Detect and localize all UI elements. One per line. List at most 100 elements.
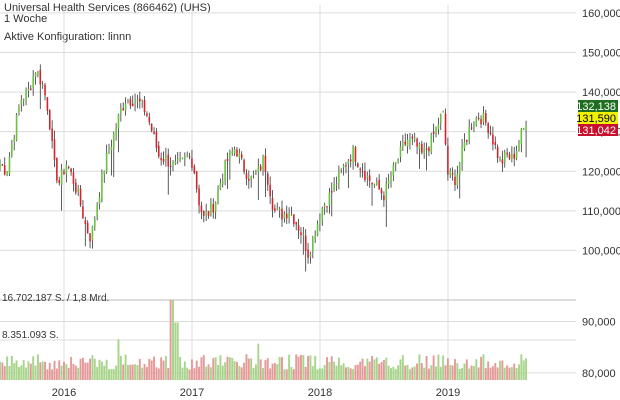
volume-bar bbox=[122, 364, 125, 380]
candle-body bbox=[423, 148, 425, 154]
volume-bar bbox=[70, 356, 73, 380]
volume-bar bbox=[318, 368, 321, 380]
volume-bar bbox=[449, 364, 452, 380]
volume-bar bbox=[41, 361, 44, 380]
volume-bar bbox=[84, 362, 87, 380]
candle-body bbox=[297, 225, 300, 232]
candle-body bbox=[454, 176, 456, 186]
candle-body bbox=[409, 138, 411, 142]
candle-body bbox=[342, 165, 345, 168]
active-configuration: Aktive Konfiguration: linnn bbox=[4, 31, 132, 43]
volume-bar bbox=[311, 366, 314, 380]
candle-body bbox=[15, 114, 18, 141]
candle-body bbox=[105, 152, 108, 172]
volume-bar bbox=[167, 367, 170, 380]
volume-bar bbox=[181, 367, 184, 380]
volume-bar bbox=[470, 365, 473, 380]
candle-body bbox=[1, 164, 4, 166]
volume-bar bbox=[179, 356, 182, 380]
candle-body bbox=[447, 145, 449, 175]
candle-body bbox=[98, 197, 101, 205]
candle-body bbox=[451, 173, 454, 175]
candle-body bbox=[146, 113, 148, 116]
candle-body bbox=[271, 198, 274, 210]
candle-body bbox=[39, 69, 42, 85]
volume-bar bbox=[157, 368, 160, 380]
candle-body bbox=[323, 204, 326, 207]
candle-body bbox=[202, 211, 205, 216]
candle-body bbox=[134, 102, 136, 105]
price-badge-high bbox=[578, 100, 618, 112]
volume-bar bbox=[3, 366, 6, 380]
volume-bar bbox=[250, 358, 253, 380]
price-tick-label: 160,000 bbox=[582, 8, 620, 20]
volume-bar bbox=[390, 368, 392, 380]
volume-bar bbox=[326, 357, 328, 380]
volume-bar bbox=[160, 357, 163, 380]
volume-bar bbox=[141, 367, 144, 380]
volume-bar bbox=[285, 369, 288, 380]
volume-bar bbox=[484, 368, 487, 380]
candle-body bbox=[46, 97, 49, 111]
volume-bar bbox=[214, 357, 217, 380]
volume-bar bbox=[491, 366, 494, 380]
candle-body bbox=[210, 202, 212, 215]
candle-body bbox=[236, 149, 238, 157]
volume-bar bbox=[525, 358, 528, 380]
volume-bar bbox=[333, 361, 336, 380]
volume-bar bbox=[347, 366, 350, 380]
volume-bar bbox=[335, 365, 338, 380]
candle-body bbox=[108, 151, 110, 154]
volume-bar bbox=[510, 367, 513, 380]
candle-body bbox=[387, 180, 390, 185]
candle-body bbox=[11, 144, 13, 156]
volume-bar bbox=[145, 366, 148, 380]
volume-bar bbox=[188, 369, 191, 380]
candle-body bbox=[181, 157, 184, 159]
candle-body bbox=[416, 138, 418, 147]
candle-body bbox=[366, 175, 369, 178]
volume-bar bbox=[506, 365, 509, 380]
volume-bar bbox=[461, 368, 464, 380]
volume-bar bbox=[20, 365, 23, 380]
volume-bar bbox=[513, 363, 516, 380]
volume-bar bbox=[91, 355, 94, 380]
volume-bar bbox=[340, 365, 343, 380]
candle-body bbox=[357, 163, 359, 167]
price-tick-label: 120,000 bbox=[582, 166, 620, 178]
chart-title: Universal Health Services (866462) (UHS) bbox=[4, 2, 211, 14]
candle-body bbox=[347, 161, 350, 165]
volume-bar bbox=[112, 369, 115, 380]
candle-body bbox=[266, 173, 269, 185]
candle-body bbox=[458, 162, 461, 175]
candle-body bbox=[304, 235, 307, 251]
volume-bar bbox=[134, 364, 137, 380]
volume-bar bbox=[418, 354, 421, 380]
volume-bar bbox=[380, 362, 383, 380]
volume-bar bbox=[228, 357, 231, 380]
volume-bar bbox=[375, 357, 378, 380]
candle-body bbox=[522, 128, 525, 130]
volume-bar bbox=[8, 365, 11, 380]
candle-body bbox=[437, 124, 440, 129]
volume-bar bbox=[480, 356, 483, 380]
candle-body bbox=[214, 202, 217, 212]
volume-bar bbox=[32, 356, 35, 380]
volume-bar bbox=[425, 355, 428, 380]
candle-body bbox=[136, 99, 139, 102]
volume-bar bbox=[212, 358, 215, 380]
candle-body bbox=[20, 100, 23, 105]
volume-bar bbox=[193, 368, 196, 380]
candle-body bbox=[354, 147, 357, 162]
candle-body bbox=[520, 128, 523, 145]
volume-bar bbox=[233, 361, 236, 380]
candle-body bbox=[79, 188, 82, 205]
volume-bar bbox=[518, 364, 520, 380]
candle-body bbox=[22, 99, 25, 101]
volume-bar bbox=[430, 365, 433, 380]
candle-body bbox=[77, 188, 80, 193]
candle-body bbox=[124, 103, 127, 111]
candle-body bbox=[390, 176, 392, 182]
volume-bar bbox=[394, 368, 397, 380]
